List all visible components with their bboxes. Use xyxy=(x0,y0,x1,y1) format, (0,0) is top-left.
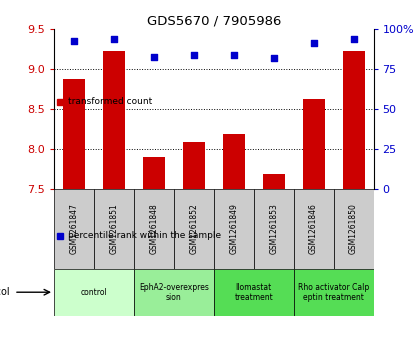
Title: GDS5670 / 7905986: GDS5670 / 7905986 xyxy=(146,15,281,28)
Text: GSM1261853: GSM1261853 xyxy=(269,203,278,254)
Text: Ilomastat
treatment: Ilomastat treatment xyxy=(234,282,273,302)
Bar xyxy=(214,269,294,316)
Text: GSM1261849: GSM1261849 xyxy=(229,203,238,254)
Bar xyxy=(174,189,214,269)
Bar xyxy=(342,52,364,189)
Text: GSM1261846: GSM1261846 xyxy=(309,203,318,254)
Bar xyxy=(134,189,174,269)
Point xyxy=(71,38,77,44)
Text: protocol: protocol xyxy=(0,287,10,297)
Bar xyxy=(183,142,205,189)
Text: GSM1261847: GSM1261847 xyxy=(69,203,78,254)
Text: GSM1261852: GSM1261852 xyxy=(189,203,198,254)
Bar xyxy=(254,189,294,269)
Bar xyxy=(143,157,165,189)
Bar xyxy=(303,98,325,189)
Point xyxy=(270,55,277,61)
Text: control: control xyxy=(81,288,107,297)
Point xyxy=(151,54,157,60)
Text: Rho activator Calp
eptin treatment: Rho activator Calp eptin treatment xyxy=(298,282,369,302)
Text: percentile rank within the sample: percentile rank within the sample xyxy=(68,232,222,240)
Bar xyxy=(294,189,334,269)
Bar xyxy=(334,189,374,269)
Text: GSM1261850: GSM1261850 xyxy=(349,203,358,254)
Point xyxy=(310,40,317,45)
Text: EphA2-overexpres
sion: EphA2-overexpres sion xyxy=(139,282,209,302)
Text: GSM1261851: GSM1261851 xyxy=(110,203,118,254)
Text: transformed count: transformed count xyxy=(68,97,153,106)
Bar xyxy=(54,269,134,316)
Bar xyxy=(294,269,374,316)
Bar xyxy=(94,189,134,269)
Bar xyxy=(263,174,285,189)
Bar xyxy=(214,189,254,269)
Point xyxy=(230,52,237,57)
Point xyxy=(350,37,357,42)
Bar xyxy=(134,269,214,316)
Bar xyxy=(103,52,125,189)
Text: GSM1261848: GSM1261848 xyxy=(149,203,158,254)
Bar xyxy=(63,78,85,189)
Bar xyxy=(223,134,245,189)
Point xyxy=(110,37,117,42)
Point xyxy=(190,52,197,57)
Bar xyxy=(54,189,94,269)
